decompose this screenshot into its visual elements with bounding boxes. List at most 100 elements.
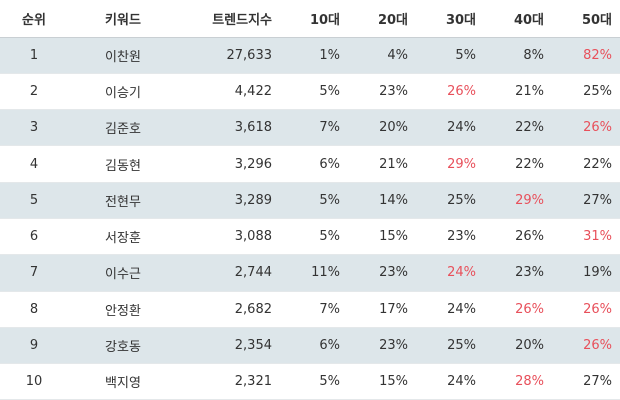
cell-age10: 5%: [280, 73, 348, 111]
cell-age50: 27%: [552, 182, 620, 219]
cell-age40: 26%: [484, 218, 552, 256]
table-row: 10 백지영 2,321 5% 15% 24% 28% 27%: [0, 363, 620, 400]
table-row: 7 이수근 2,744 11% 23% 24% 23% 19%: [0, 254, 620, 292]
cell-age50: 31%: [552, 218, 620, 256]
cell-rank: 10: [0, 363, 68, 400]
header-age10: 10대: [280, 0, 348, 38]
cell-age20: 23%: [348, 254, 416, 292]
cell-trend: 4,422: [178, 73, 280, 111]
cell-age50: 26%: [552, 291, 620, 328]
header-keyword: 키워드: [68, 0, 178, 38]
cell-age50: 26%: [552, 327, 620, 365]
cell-trend: 3,289: [178, 182, 280, 219]
header-age20: 20대: [348, 0, 416, 38]
cell-age40: 28%: [484, 363, 552, 400]
table-row: 1 이찬원 27,633 1% 4% 5% 8% 82%: [0, 37, 620, 74]
table-row: 2 이승기 4,422 5% 23% 26% 21% 25%: [0, 73, 620, 111]
cell-age30: 24%: [416, 363, 484, 400]
cell-age40: 26%: [484, 291, 552, 328]
cell-rank: 9: [0, 327, 68, 365]
cell-age20: 20%: [348, 109, 416, 147]
cell-age10: 11%: [280, 254, 348, 292]
cell-age30: 25%: [416, 327, 484, 365]
cell-age30: 29%: [416, 145, 484, 183]
cell-age40: 21%: [484, 73, 552, 111]
cell-trend: 3,296: [178, 145, 280, 183]
cell-age20: 21%: [348, 145, 416, 183]
cell-rank: 4: [0, 145, 68, 183]
cell-trend: 3,618: [178, 109, 280, 147]
cell-age30: 23%: [416, 218, 484, 256]
cell-rank: 8: [0, 291, 68, 328]
cell-age10: 7%: [280, 291, 348, 328]
header-age40: 40대: [484, 0, 552, 38]
cell-age10: 5%: [280, 182, 348, 219]
cell-age10: 6%: [280, 327, 348, 365]
cell-age40: 29%: [484, 182, 552, 219]
cell-rank: 5: [0, 182, 68, 219]
table-row: 3 김준호 3,618 7% 20% 24% 22% 26%: [0, 109, 620, 147]
cell-rank: 7: [0, 254, 68, 292]
cell-age50: 19%: [552, 254, 620, 292]
cell-age20: 23%: [348, 327, 416, 365]
cell-age40: 22%: [484, 145, 552, 183]
cell-age50: 82%: [552, 37, 620, 74]
cell-keyword: 백지영: [68, 363, 178, 400]
cell-age30: 26%: [416, 73, 484, 111]
cell-age10: 6%: [280, 145, 348, 183]
cell-keyword: 이찬원: [68, 37, 178, 74]
cell-rank: 2: [0, 73, 68, 111]
cell-age10: 5%: [280, 363, 348, 400]
cell-age10: 1%: [280, 37, 348, 74]
cell-age30: 24%: [416, 109, 484, 147]
cell-age10: 7%: [280, 109, 348, 147]
cell-rank: 6: [0, 218, 68, 256]
table-row: 5 전현무 3,289 5% 14% 25% 29% 27%: [0, 182, 620, 219]
cell-age30: 24%: [416, 254, 484, 292]
cell-age50: 25%: [552, 73, 620, 111]
cell-trend: 2,321: [178, 363, 280, 400]
cell-keyword: 이수근: [68, 254, 178, 292]
cell-age20: 14%: [348, 182, 416, 219]
cell-trend: 2,682: [178, 291, 280, 328]
table-header: 순위 키워드 트렌드지수 10대 20대 30대 40대 50대: [0, 0, 620, 38]
cell-keyword: 김동현: [68, 145, 178, 183]
cell-age30: 24%: [416, 291, 484, 328]
cell-age40: 8%: [484, 37, 552, 74]
cell-keyword: 강호동: [68, 327, 178, 365]
cell-keyword: 전현무: [68, 182, 178, 219]
cell-age40: 23%: [484, 254, 552, 292]
header-trend: 트렌드지수: [178, 0, 280, 38]
cell-age40: 20%: [484, 327, 552, 365]
cell-keyword: 김준호: [68, 109, 178, 147]
cell-keyword: 이승기: [68, 73, 178, 111]
cell-rank: 3: [0, 109, 68, 147]
header-rank: 순위: [0, 0, 68, 38]
table-row: 6 서장훈 3,088 5% 15% 23% 26% 31%: [0, 218, 620, 256]
cell-age20: 17%: [348, 291, 416, 328]
cell-age20: 23%: [348, 73, 416, 111]
header-age30: 30대: [416, 0, 484, 38]
header-row: 순위 키워드 트렌드지수 10대 20대 30대 40대 50대: [0, 0, 620, 38]
cell-age20: 4%: [348, 37, 416, 74]
cell-age20: 15%: [348, 218, 416, 256]
cell-age30: 5%: [416, 37, 484, 74]
cell-keyword: 안정환: [68, 291, 178, 328]
cell-age30: 25%: [416, 182, 484, 219]
cell-age50: 27%: [552, 363, 620, 400]
table-row: 4 김동현 3,296 6% 21% 29% 22% 22%: [0, 145, 620, 183]
cell-age20: 15%: [348, 363, 416, 400]
cell-age50: 26%: [552, 109, 620, 147]
table-row: 9 강호동 2,354 6% 23% 25% 20% 26%: [0, 327, 620, 365]
cell-trend: 3,088: [178, 218, 280, 256]
cell-age50: 22%: [552, 145, 620, 183]
cell-age10: 5%: [280, 218, 348, 256]
header-age50: 50대: [552, 0, 620, 38]
cell-keyword: 서장훈: [68, 218, 178, 256]
cell-trend: 2,354: [178, 327, 280, 365]
cell-rank: 1: [0, 37, 68, 74]
cell-age40: 22%: [484, 109, 552, 147]
table-body: 1 이찬원 27,633 1% 4% 5% 8% 82% 2 이승기 4,422…: [0, 37, 620, 400]
cell-trend: 2,744: [178, 254, 280, 292]
